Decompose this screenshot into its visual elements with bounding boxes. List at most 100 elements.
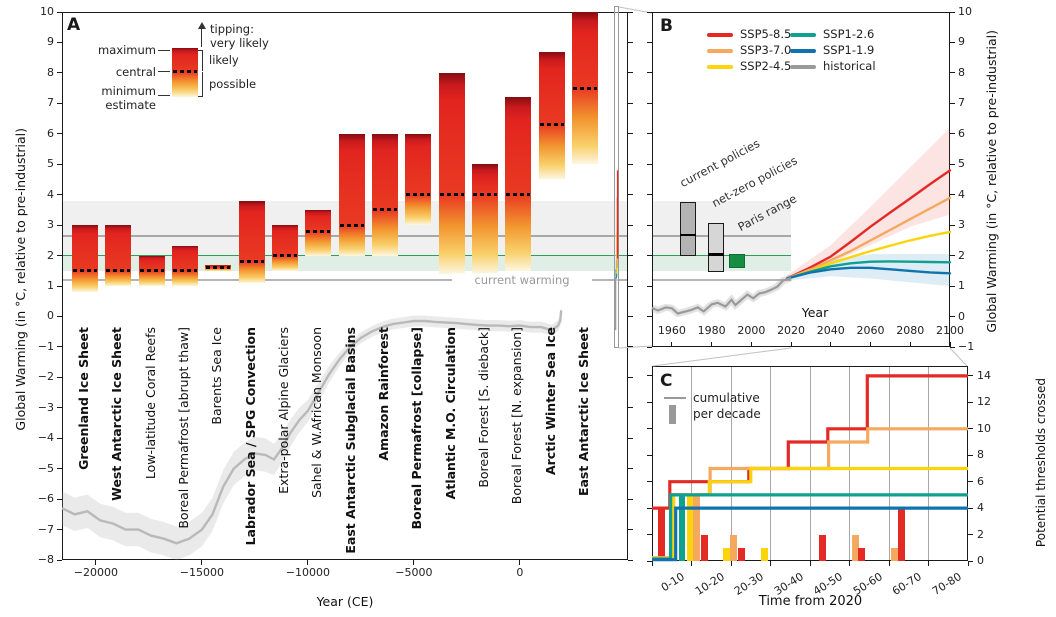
- b-left-tick: [647, 11, 652, 13]
- a-y-tick-label: 10: [40, 5, 54, 18]
- c-right-tick: [968, 507, 973, 509]
- a-x-tick: [307, 560, 309, 565]
- a-right-tick: [628, 163, 633, 165]
- likely-bracket: [198, 50, 203, 51]
- tipping-bar-central-dashes: [139, 269, 164, 273]
- tipping-bar-central-dashes: [239, 260, 264, 264]
- b-x-tick-label: 2060: [856, 324, 885, 337]
- c-left-tick: [647, 375, 652, 377]
- b-x-tick: [671, 342, 673, 347]
- bar-legend-central-label: central: [115, 65, 156, 79]
- tipping-element-label: Sahel & W.African Monsoon: [309, 327, 325, 498]
- a-right-tick: [628, 346, 633, 348]
- tipping-bar: [405, 133, 432, 226]
- tipping-bar-central-dashes: [306, 229, 331, 233]
- b-left-tick: [647, 41, 652, 43]
- tipping-bar-central-dashes: [372, 208, 397, 212]
- c-left-tick: [647, 534, 652, 536]
- c-gridline: [691, 366, 692, 561]
- current-warming-line: [652, 279, 792, 281]
- SSP5-8.5-uncertainty-band: [787, 127, 950, 281]
- ssp585-legend-label: SSP5-8.5: [740, 27, 792, 41]
- c-gridline: [770, 366, 771, 561]
- SSP1-2.6-projection-line: [785, 260, 952, 280]
- c-x-tick-label: 60-70: [889, 570, 924, 598]
- a-x-tick: [95, 560, 97, 565]
- b-x-tick-label: 2080: [896, 324, 925, 337]
- tipping-bar-central-dashes: [472, 193, 497, 197]
- b-x-tick: [949, 342, 951, 347]
- ssp119-legend-label: SSP1-1.9: [823, 43, 875, 57]
- panel-c-frame: [652, 366, 968, 561]
- per-decade-bar: [700, 534, 708, 561]
- b-left-tick: [647, 255, 652, 257]
- a-y-tick-label: 6: [47, 126, 54, 140]
- panel-b-frame: [652, 12, 950, 347]
- a-y-tick-label: −8: [37, 553, 54, 566]
- per-decade-legend-label: per decade: [693, 407, 761, 421]
- c-y-tick-label: 2: [977, 527, 984, 541]
- per-decade-bar: [658, 508, 666, 561]
- bar-legend-tipping-label: tipping: very likely: [210, 22, 269, 50]
- c-x-tick: [888, 561, 890, 566]
- b-right-tick: [950, 194, 955, 196]
- a-right-tick: [628, 41, 633, 43]
- b-y-tick-label: 5: [958, 157, 965, 171]
- b-x-tick: [830, 342, 832, 347]
- c-right-tick: [968, 428, 973, 430]
- tipping-bar-central-dashes: [272, 254, 297, 258]
- a-y-tick-label: −4: [37, 431, 54, 445]
- b-x-tick-label: 1960: [657, 324, 686, 337]
- ssp370-legend-swatch: [707, 48, 733, 53]
- b-x-tick-label: 2000: [737, 324, 766, 337]
- c-gridline: [849, 366, 850, 561]
- per-decade-bar: [686, 494, 694, 561]
- a-y-tick-label: −6: [37, 492, 54, 506]
- current-warming-line: [62, 279, 628, 281]
- net-zero-policies-box: [707, 223, 724, 272]
- tipping-element-label: Boreal Forest [S. dieback]: [475, 327, 491, 488]
- ssp126-legend-label: SSP1-2.6: [823, 27, 875, 41]
- bar-legend-likely-label: likely: [209, 53, 239, 67]
- possible-bracket: [198, 96, 203, 97]
- a-right-tick: [628, 72, 633, 74]
- c-x-tick-label: 70-80: [929, 570, 964, 598]
- a-y-tick: [57, 315, 62, 317]
- tipping-bar-central-dashes: [506, 193, 531, 197]
- b-y-tick-label: 4: [958, 187, 965, 201]
- cumulative-line-swatch: [664, 397, 686, 399]
- c-y-tick-label: 4: [977, 501, 984, 515]
- b-right-tick: [950, 133, 955, 135]
- per-decade-bar: [693, 494, 701, 561]
- c-left-tick: [647, 401, 652, 403]
- a-y-tick-label: −7: [37, 522, 54, 536]
- historical-legend-label: historical: [823, 59, 876, 73]
- current-policies-box-central-line: [679, 233, 696, 237]
- tipping-element-label: Boreal Forest [N. expansion]: [509, 327, 525, 505]
- a-y-tick: [57, 468, 62, 470]
- tipping-bar: [371, 133, 398, 256]
- tipping-bar-central-dashes: [339, 223, 364, 227]
- b-y-tick-label: 8: [958, 65, 965, 79]
- cumulative-legend-label: cumulative: [693, 391, 760, 405]
- bar-legend-maximum-label: maximum: [98, 43, 156, 57]
- a-x-tick: [413, 560, 415, 565]
- current-warming-label: current warming: [452, 273, 592, 287]
- a-y-tick-label: 7: [47, 96, 54, 110]
- b-left-tick: [647, 316, 652, 318]
- b-right-tick: [950, 72, 955, 74]
- tipping-element-label: Atlantic M.O. Circulation: [442, 327, 458, 500]
- tipping-arrow: [201, 28, 202, 47]
- legend-connector: [158, 71, 170, 72]
- a-y-tick-label: 9: [47, 35, 54, 49]
- a-y-tick: [57, 163, 62, 165]
- tipping-element-label: West Antarctic Ice Sheet: [109, 327, 125, 501]
- paris-range-box: [729, 253, 746, 268]
- b-x-tick-label: 2020: [777, 324, 806, 337]
- a-right-tick: [628, 437, 633, 439]
- a-x-tick-label: −5000: [395, 566, 433, 579]
- a-right-tick: [628, 498, 633, 500]
- a-y-tick-label: −3: [37, 400, 54, 414]
- a-right-tick: [628, 407, 633, 409]
- panel-connector-line: [949, 347, 968, 367]
